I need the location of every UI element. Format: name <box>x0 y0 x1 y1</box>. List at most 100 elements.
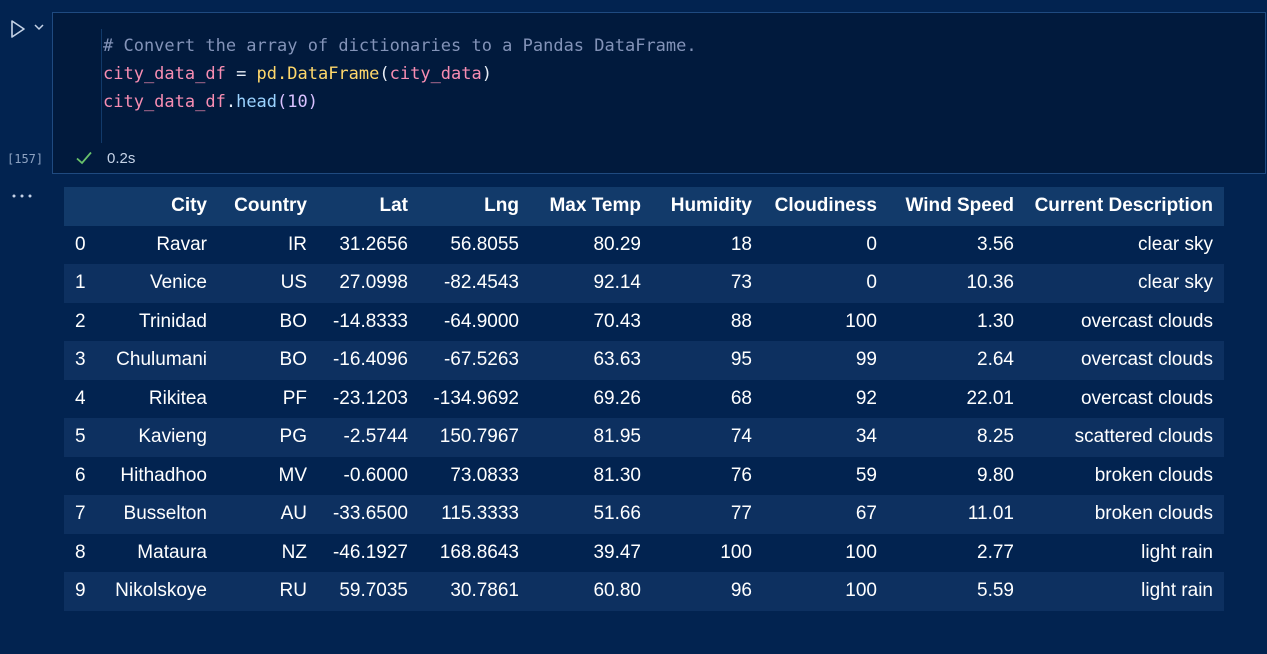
cell-max-temp: 60.80 <box>593 580 641 602</box>
code-editor[interactable]: # Convert the array of dictionaries to a… <box>53 13 1265 146</box>
cell-current-description: broken clouds <box>1094 503 1213 525</box>
code-content[interactable]: # Convert the array of dictionaries to a… <box>103 32 697 116</box>
cell-wind-speed: 9.80 <box>977 464 1014 486</box>
code-paren: ) <box>481 64 492 84</box>
cell-humidity: 76 <box>730 464 752 486</box>
cell-country: NZ <box>281 541 307 563</box>
cell-current-description: light rain <box>1141 580 1213 602</box>
cell-wind-speed: 22.01 <box>966 387 1014 409</box>
column-header-city: City <box>171 195 207 217</box>
cell-humidity: 95 <box>730 349 752 371</box>
cell-current-description: clear sky <box>1138 272 1213 294</box>
cell-cloudiness: 99 <box>855 349 877 371</box>
cell-cloudiness: 100 <box>845 580 877 602</box>
cell-cloudiness: 100 <box>845 541 877 563</box>
cell-lng: 168.8643 <box>439 541 519 563</box>
column-header-index <box>64 187 99 226</box>
code-variable: city_data_df <box>103 92 226 112</box>
column-header-humidity: Humidity <box>670 195 752 217</box>
cell-humidity: 74 <box>730 426 752 448</box>
table-header: City Country Lat Lng Max Temp Humidity Cloudin… <box>64 187 1224 226</box>
code-dot: . <box>225 92 237 112</box>
table-row: 0 Ravar IR 31.2656 56.8055 80.29 18 0 3.56 clear … <box>64 225 1224 264</box>
cell-wind-speed: 3.56 <box>977 233 1014 255</box>
cell-wind-speed: 2.64 <box>977 349 1014 371</box>
table-row: 9 Nikolskoye RU 59.7035 30.7861 60.80 96 100 5.5… <box>64 572 1224 611</box>
code-line-1: # Convert the array of dictionaries to a… <box>103 32 697 60</box>
cell-wind-speed: 1.30 <box>977 310 1014 332</box>
column-header-country: Country <box>234 195 307 217</box>
execution-time: 0.2s <box>107 149 136 167</box>
cell-lat: -23.1203 <box>332 387 408 409</box>
run-options-button[interactable] <box>32 20 46 34</box>
cell-current-description: clear sky <box>1138 233 1213 255</box>
cell-wind-speed: 10.36 <box>966 272 1014 294</box>
cell-max-temp: 63.63 <box>593 349 641 371</box>
cell-max-temp: 39.47 <box>593 541 641 563</box>
cell-max-temp: 81.95 <box>593 426 641 448</box>
code-paren: ( <box>379 64 390 84</box>
cell-humidity: 96 <box>730 580 752 602</box>
cell-run-controls <box>0 12 52 52</box>
cell-index: 6 <box>75 464 86 486</box>
cell-city: Kavieng <box>138 426 207 448</box>
cell-city: Trinidad <box>139 310 207 332</box>
indent-guide <box>101 29 102 143</box>
table-row: 3 Chulumani BO -16.4096 -67.5263 63.63 95 99 2.6… <box>64 341 1224 380</box>
cell-country: BO <box>279 349 307 371</box>
ellipsis-icon <box>12 194 32 198</box>
code-line-2: city_data_df = pd.DataFrame(city_data) <box>103 60 697 88</box>
cell-humidity: 100 <box>720 541 752 563</box>
table-row: 2 Trinidad BO -14.8333 -64.9000 70.43 88 100 1.3… <box>64 302 1224 341</box>
table-body: 0 Ravar IR 31.2656 56.8055 80.29 18 0 3.56 clear … <box>64 225 1224 611</box>
code-paren: ( <box>277 92 288 112</box>
code-variable: city_data_df <box>103 64 226 84</box>
code-number: 10 <box>287 92 308 112</box>
cell-cloudiness: 67 <box>855 503 877 525</box>
cell-lat: -16.4096 <box>332 349 408 371</box>
code-comment: # Convert the array of dictionaries to a… <box>103 36 697 56</box>
cell-cloudiness: 92 <box>855 387 877 409</box>
table-row: 6 Hithadhoo MV -0.6000 73.0833 81.30 76 59 9.80 b… <box>64 456 1224 495</box>
code-method: head <box>236 92 278 112</box>
cell-max-temp: 51.66 <box>593 503 641 525</box>
cell-lng: 56.8055 <box>450 233 519 255</box>
column-header-lat: Lat <box>379 195 409 217</box>
cell-index: 2 <box>75 310 86 332</box>
table-row: 4 Rikitea PF -23.1203 -134.9692 69.26 68 92 22.0… <box>64 379 1224 418</box>
code-operator: = <box>225 64 257 84</box>
cell-cloudiness: 100 <box>845 310 877 332</box>
cell-country: AU <box>280 503 307 525</box>
cell-index: 4 <box>75 387 86 409</box>
cell-lat: -0.6000 <box>343 464 408 486</box>
cell-city: Ravar <box>156 233 207 255</box>
cell-cloudiness: 34 <box>855 426 877 448</box>
cell-lng: 73.0833 <box>450 464 519 486</box>
cell-current-description: light rain <box>1141 541 1213 563</box>
code-function: pd.DataFrame <box>256 64 380 84</box>
code-cell[interactable]: # Convert the array of dictionaries to a… <box>52 12 1266 174</box>
cell-max-temp: 92.14 <box>593 272 641 294</box>
cell-lng: -64.9000 <box>443 310 519 332</box>
run-cell-button[interactable] <box>8 19 28 39</box>
table-row: 8 Mataura NZ -46.1927 168.8643 39.47 100 100 2.7… <box>64 533 1224 572</box>
chevron-down-icon <box>34 24 44 31</box>
cell-output: City Country Lat Lng Max Temp Humidity Cloudin… <box>64 187 1224 611</box>
cell-city: Nikolskoye <box>115 580 207 602</box>
cell-lat: -14.8333 <box>332 310 408 332</box>
play-icon <box>11 20 25 38</box>
column-header-wind-speed: Wind Speed <box>905 195 1014 217</box>
output-menu-button[interactable] <box>10 188 34 204</box>
cell-current-description: broken clouds <box>1094 464 1213 486</box>
column-header-lng: Lng <box>484 195 519 217</box>
cell-wind-speed: 11.01 <box>967 503 1014 525</box>
cell-country: IR <box>288 233 307 255</box>
cell-humidity: 18 <box>730 233 752 255</box>
check-icon <box>75 149 93 167</box>
cell-city: Chulumani <box>116 349 207 371</box>
cell-index: 3 <box>75 349 86 371</box>
cell-lng: 115.3333 <box>441 503 519 525</box>
cell-index: 9 <box>75 580 86 602</box>
table-row: 1 Venice US 27.0998 -82.4543 92.14 73 0 10.36 cle… <box>64 264 1224 303</box>
cell-city: Hithadhoo <box>120 464 207 486</box>
